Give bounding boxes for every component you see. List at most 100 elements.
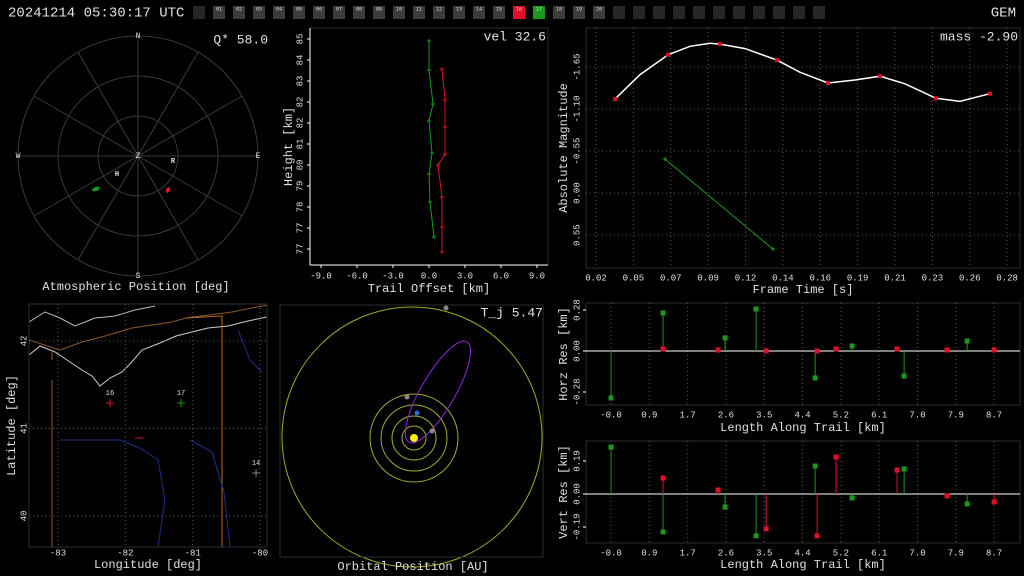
stem-marker — [964, 338, 970, 344]
station-label: 02 — [236, 6, 242, 12]
x-tick-label: 5.2 — [833, 548, 849, 558]
y-tick-label: -0.19 — [572, 514, 582, 541]
y-tick-label: 42 — [19, 336, 29, 347]
x-tick-label: 0.9 — [641, 548, 657, 558]
y-tick-label: 77 — [295, 223, 305, 234]
station-label: 08 — [356, 6, 362, 12]
station-box — [673, 6, 685, 19]
cardinal-label: W — [16, 152, 21, 161]
station-box — [293, 6, 305, 19]
y-tick-label: 0.00 — [572, 182, 582, 204]
x-tick-label: 1.7 — [680, 548, 696, 558]
station-box — [633, 6, 645, 19]
y-tick-label: 79 — [295, 181, 305, 192]
x-tick-label: 3.0 — [457, 271, 473, 281]
x-tick-label: 7.9 — [948, 410, 964, 420]
y-tick-label: -1.10 — [572, 96, 582, 123]
y-tick-label: 82 — [295, 118, 305, 129]
point-marker — [442, 98, 447, 102]
annotation: vel 32.6 — [484, 29, 546, 44]
station-box — [413, 6, 425, 19]
x-tick-label: 2.6 — [718, 410, 734, 420]
stem-marker — [722, 504, 728, 510]
stem-marker — [715, 347, 721, 353]
y-tick-label: 0.55 — [572, 224, 582, 246]
x-tick-label: 7.9 — [948, 548, 964, 558]
x-axis-label: Length Along Trail [km] — [720, 421, 886, 435]
x-axis-label: Length Along Trail [km] — [720, 558, 886, 572]
x-tick-label: 0.02 — [585, 273, 607, 283]
point-marker — [439, 225, 444, 229]
station-box — [613, 6, 625, 19]
point-marker — [427, 39, 431, 43]
point-marker — [612, 97, 617, 102]
azimuth-spoke — [137, 155, 243, 217]
shower-code: GEM — [991, 6, 1016, 22]
station-label: 16 — [106, 390, 114, 398]
coastline — [29, 305, 156, 327]
y-tick-label: 41 — [19, 423, 29, 434]
point-marker — [826, 81, 831, 86]
border — [185, 315, 223, 547]
cardinal-label: E — [256, 152, 261, 161]
earth — [414, 410, 420, 416]
station-box — [453, 6, 465, 19]
station-box — [593, 6, 605, 19]
y-tick-label: -0.28 — [572, 378, 582, 405]
point-marker — [439, 250, 444, 254]
station-box — [573, 6, 585, 19]
trail-green — [92, 186, 100, 192]
planet-orbit — [369, 393, 459, 483]
x-tick-label: 4.4 — [794, 410, 810, 420]
stem-marker — [608, 395, 614, 401]
stem-marker — [753, 533, 759, 539]
x-tick-label: 0.0 — [421, 271, 437, 281]
jupiter-orbit — [281, 306, 543, 568]
x-tick-label: 8.7 — [986, 410, 1002, 420]
x-tick-label: 3.5 — [756, 548, 772, 558]
stem-marker — [763, 526, 769, 532]
y-tick-label: 0.19 — [572, 450, 582, 472]
map-layer — [29, 304, 267, 547]
x-tick-label: -0.0 — [600, 548, 622, 558]
timestamp: 20241214 05:30:17 UTC — [8, 6, 184, 22]
station-label: 04 — [276, 6, 282, 12]
station-label: 03 — [256, 6, 262, 12]
station-box — [373, 6, 385, 19]
station-label: R — [171, 158, 176, 166]
station-marker — [105, 399, 114, 408]
stem-marker — [608, 444, 614, 450]
point-marker — [718, 42, 723, 47]
station-label: 10 — [396, 6, 402, 12]
point-marker — [663, 157, 668, 162]
annotation: mass -2.90 — [940, 29, 1018, 44]
y-tick-label: 40 — [19, 511, 29, 522]
station-label: 12 — [436, 6, 442, 12]
y-tick-label: -0.55 — [572, 138, 582, 165]
annotation: Q* 58.0 — [213, 32, 268, 47]
sun — [410, 434, 418, 442]
y-tick-label: 77 — [295, 244, 305, 255]
meteoroid-orbit — [404, 340, 472, 444]
x-tick-label: -0.0 — [600, 410, 622, 420]
planet-orbit — [401, 425, 427, 451]
series-line — [428, 41, 435, 238]
stem-marker — [812, 375, 818, 381]
azimuth-spoke — [33, 95, 139, 157]
station-label: 16 — [516, 6, 522, 12]
annotation: T_j 5.47 — [481, 305, 543, 320]
stem-marker — [715, 487, 721, 493]
x-tick-label: 0.19 — [847, 273, 869, 283]
x-tick-label: -80 — [252, 548, 268, 558]
station-box — [313, 6, 325, 19]
y-tick-label: 81 — [295, 139, 305, 150]
y-tick-label: -1.65 — [572, 53, 582, 80]
x-tick-label: 0.12 — [735, 273, 757, 283]
x-tick-label: 0.05 — [623, 273, 645, 283]
zenith-label: Z — [136, 152, 141, 161]
stem-marker — [814, 348, 820, 354]
y-tick-label: 80 — [295, 160, 305, 171]
x-tick-label: 6.1 — [871, 410, 887, 420]
x-tick-label: 7.0 — [909, 410, 925, 420]
